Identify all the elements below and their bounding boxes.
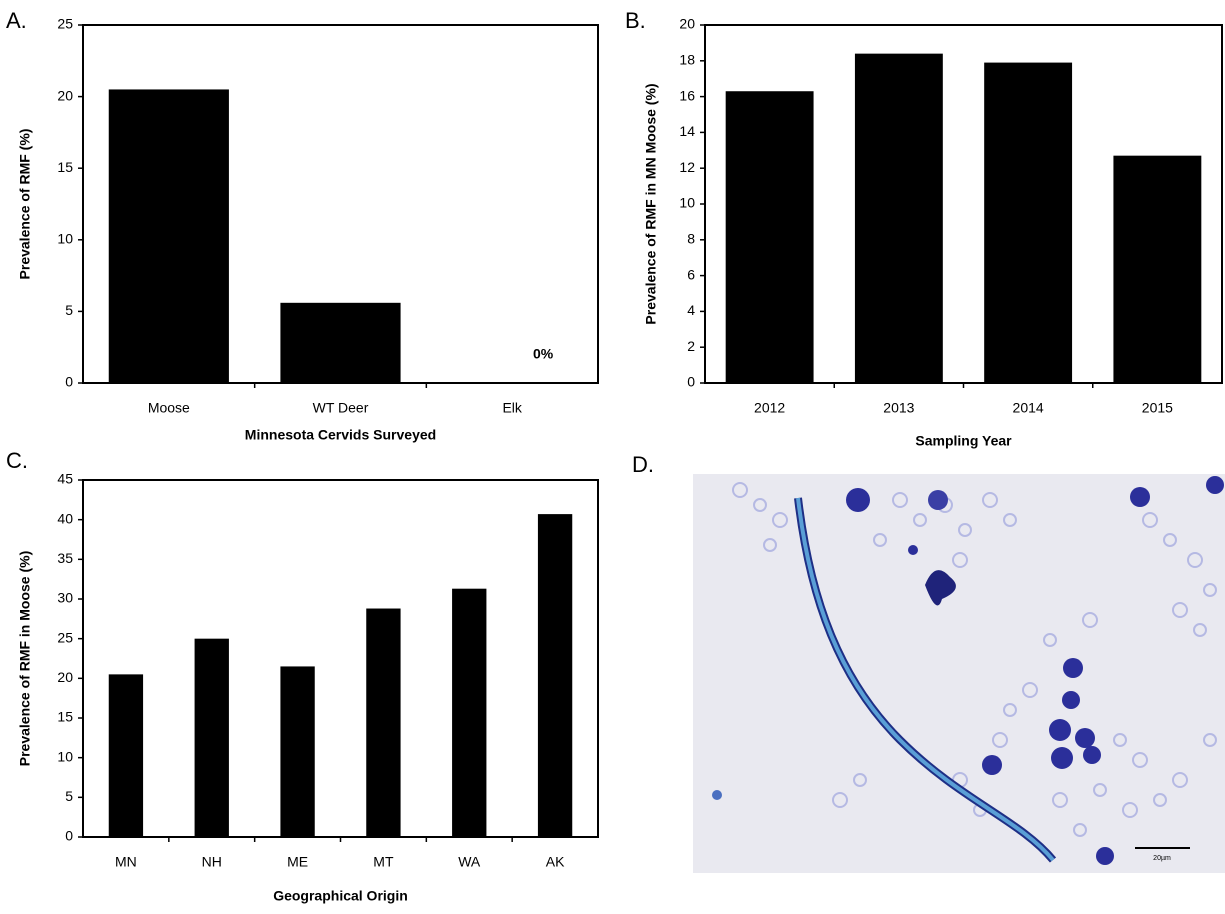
y-tick-label: 5: [65, 302, 73, 318]
y-tick-label: 30: [57, 590, 73, 606]
y-axis-title: Prevalence of RMF in MN Moose (%): [643, 83, 659, 324]
y-tick-label: 4: [687, 302, 695, 318]
y-tick-label: 20: [57, 669, 73, 685]
y-tick-label: 12: [679, 159, 695, 175]
panel-label: C.: [6, 448, 28, 473]
x-tick-label: 2014: [1013, 400, 1044, 416]
y-tick-label: 16: [679, 87, 695, 103]
x-tick-label: 2015: [1142, 400, 1173, 416]
plot-frame: [82, 479, 599, 838]
y-axis-title: Prevalence of RMF (%): [17, 129, 33, 280]
y-tick-label: 20: [679, 16, 695, 32]
y-tick-label: 6: [687, 266, 695, 282]
bar: [108, 674, 144, 837]
y-tick-label: 25: [57, 629, 73, 645]
y-tick-label: 40: [57, 510, 73, 526]
x-tick-label: 2013: [883, 400, 914, 416]
y-tick-label: 15: [57, 709, 73, 725]
bar: [725, 91, 814, 383]
x-axis-title: Minnesota Cervids Surveyed: [245, 427, 436, 443]
bar: [984, 62, 1073, 384]
x-tick-label: MT: [373, 854, 394, 870]
bar: [280, 666, 315, 837]
bar: [280, 302, 401, 383]
y-tick-label: 10: [57, 748, 73, 764]
y-tick-label: 35: [57, 550, 73, 566]
panel-label: D.: [632, 452, 654, 477]
y-tick-label: 45: [57, 471, 73, 487]
y-tick-label: 20: [57, 87, 73, 103]
bar: [108, 89, 229, 383]
y-tick-label: 10: [57, 231, 73, 247]
y-tick-label: 25: [57, 16, 73, 32]
x-tick-label: NH: [202, 854, 222, 870]
x-tick-label: 2012: [754, 400, 785, 416]
bar: [366, 608, 401, 837]
bar: [854, 53, 943, 383]
value-label: 0%: [533, 346, 554, 362]
x-tick-label: AK: [546, 854, 565, 870]
x-tick-label: MN: [115, 854, 137, 870]
bar: [194, 638, 229, 837]
y-axis-title: Prevalence of RMF in Moose (%): [17, 551, 33, 766]
scale-bar-label: 20µm: [1153, 855, 1171, 862]
x-tick-label: WT Deer: [313, 400, 369, 416]
y-tick-label: 0: [65, 374, 73, 390]
x-tick-label: ME: [287, 854, 308, 870]
y-tick-label: 0: [65, 828, 73, 844]
x-tick-label: WA: [458, 854, 481, 870]
y-tick-label: 2: [687, 338, 695, 354]
x-axis-title: Sampling Year: [915, 433, 1012, 449]
bar: [537, 514, 573, 837]
y-tick-label: 18: [679, 52, 695, 68]
y-tick-label: 0: [687, 374, 695, 390]
x-tick-label: Elk: [502, 400, 522, 416]
y-tick-label: 5: [65, 788, 73, 804]
x-tick-label: Moose: [148, 400, 190, 416]
y-tick-label: 10: [679, 195, 695, 211]
bar: [452, 588, 487, 837]
y-tick-label: 14: [679, 123, 695, 139]
panel-label: A.: [6, 8, 27, 33]
x-axis-title: Geographical Origin: [273, 888, 408, 904]
y-tick-label: 8: [687, 231, 695, 247]
micrograph: 20µm: [693, 474, 1225, 873]
panel-label: B.: [625, 8, 646, 33]
bar: [1113, 155, 1202, 383]
y-tick-label: 15: [57, 159, 73, 175]
